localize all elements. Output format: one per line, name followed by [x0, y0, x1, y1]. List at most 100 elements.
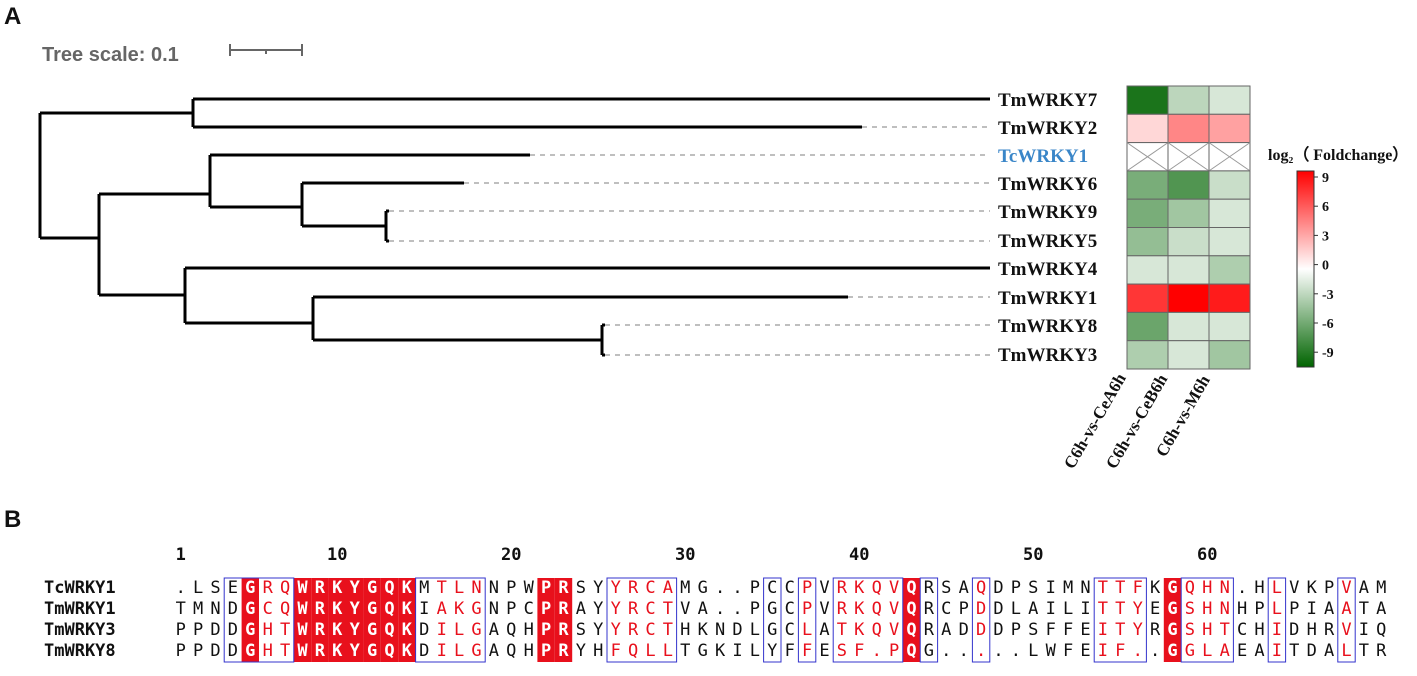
leaf-label: TmWRKY2 — [998, 118, 1097, 139]
residue: R — [924, 578, 935, 598]
similarity-box — [1180, 577, 1234, 663]
residue: Y — [611, 599, 621, 619]
residue: I — [1098, 641, 1108, 661]
residue: N — [1080, 578, 1090, 598]
residue: F — [611, 641, 621, 661]
residue: P — [750, 599, 760, 619]
residue: W — [297, 620, 308, 640]
residue: R — [1376, 641, 1387, 661]
heatmap-cell — [1167, 283, 1210, 313]
residue: F — [1063, 620, 1073, 640]
residue: E — [228, 578, 238, 598]
residue: T — [1115, 620, 1125, 640]
residue: I — [1098, 620, 1108, 640]
tree-scale-label: Tree scale: 0.1 — [42, 44, 179, 66]
residue: Q — [384, 578, 394, 598]
residue: D — [976, 620, 986, 640]
residue: G — [367, 641, 377, 661]
residue: A — [576, 599, 586, 619]
residue: T — [680, 641, 690, 661]
residue: R — [628, 620, 639, 640]
conserved-column — [311, 578, 329, 662]
similarity-box — [606, 577, 678, 663]
residue: Y — [767, 641, 777, 661]
residue: L — [454, 578, 464, 598]
residue: I — [1046, 578, 1056, 598]
residue: . — [1237, 578, 1247, 598]
residue: R — [315, 620, 326, 640]
residue: V — [680, 599, 690, 619]
residue: Q — [506, 620, 516, 640]
conserved-column — [328, 578, 346, 662]
residue: T — [280, 641, 290, 661]
residue: M — [1376, 578, 1386, 598]
residue: D — [1307, 641, 1317, 661]
residue: L — [454, 620, 464, 640]
heatmap-cell — [1167, 113, 1210, 144]
heatmap-cell — [1208, 170, 1251, 200]
residue: V — [1289, 578, 1299, 598]
residue: K — [332, 578, 343, 598]
residue: I — [1080, 599, 1090, 619]
residue: Q — [384, 599, 394, 619]
residue: Q — [1376, 620, 1386, 640]
residue: H — [1202, 620, 1212, 640]
heatmap-cell — [1167, 85, 1210, 115]
residue: G — [367, 578, 377, 598]
residue: P — [193, 641, 203, 661]
heatmap-cell — [1208, 340, 1251, 370]
residue: R — [315, 599, 326, 619]
residue: C — [785, 599, 795, 619]
residue: A — [489, 641, 499, 661]
residue: H — [593, 641, 603, 661]
residue: H — [263, 620, 273, 640]
residue: . — [176, 578, 186, 598]
residue: E — [1080, 620, 1090, 640]
residue: I — [1046, 599, 1056, 619]
residue: G — [698, 578, 708, 598]
residue: S — [941, 578, 951, 598]
position-number: 10 — [327, 545, 347, 565]
residue: P — [541, 641, 551, 661]
leaf-label-highlight: TcWRKY1 — [998, 146, 1088, 167]
residue: L — [193, 578, 203, 598]
residue: G — [698, 641, 708, 661]
residue: R — [315, 641, 326, 661]
residue: P — [176, 620, 186, 640]
residue: A — [1376, 599, 1386, 619]
residue: M — [680, 578, 690, 598]
residue: W — [297, 599, 308, 619]
residue: C — [263, 599, 273, 619]
residue: V — [819, 599, 829, 619]
residue: Y — [611, 620, 621, 640]
residue: K — [854, 578, 865, 598]
residue: S — [576, 578, 586, 598]
residue: D — [210, 641, 220, 661]
residue: R — [315, 578, 326, 598]
residue: Q — [906, 599, 916, 619]
residue: H — [680, 620, 690, 640]
residue: L — [802, 620, 812, 640]
leaf-label: TmWRKY5 — [998, 231, 1097, 252]
residue: D — [228, 599, 238, 619]
residue: C — [645, 620, 655, 640]
similarity-box — [832, 577, 904, 663]
residue: C — [785, 578, 795, 598]
residue: T — [1359, 599, 1369, 619]
heatmap-cell — [1126, 255, 1169, 285]
similarity-box — [1093, 577, 1147, 663]
legend-tick-label: -3 — [1322, 288, 1334, 303]
residue: M — [419, 578, 429, 598]
legend-title: log₂（ Foldchange） — [1268, 146, 1408, 164]
legend-colorbar — [1296, 170, 1315, 368]
residue: G — [367, 620, 377, 640]
conserved-column — [363, 578, 381, 662]
residue: K — [454, 599, 465, 619]
residue: C — [767, 578, 777, 598]
panel-label-b: B — [4, 506, 21, 533]
residue: V — [889, 620, 899, 640]
residue: R — [1324, 620, 1335, 640]
heatmap-cell — [1126, 85, 1169, 115]
residue: A — [663, 578, 673, 598]
residue: Q — [1185, 578, 1195, 598]
